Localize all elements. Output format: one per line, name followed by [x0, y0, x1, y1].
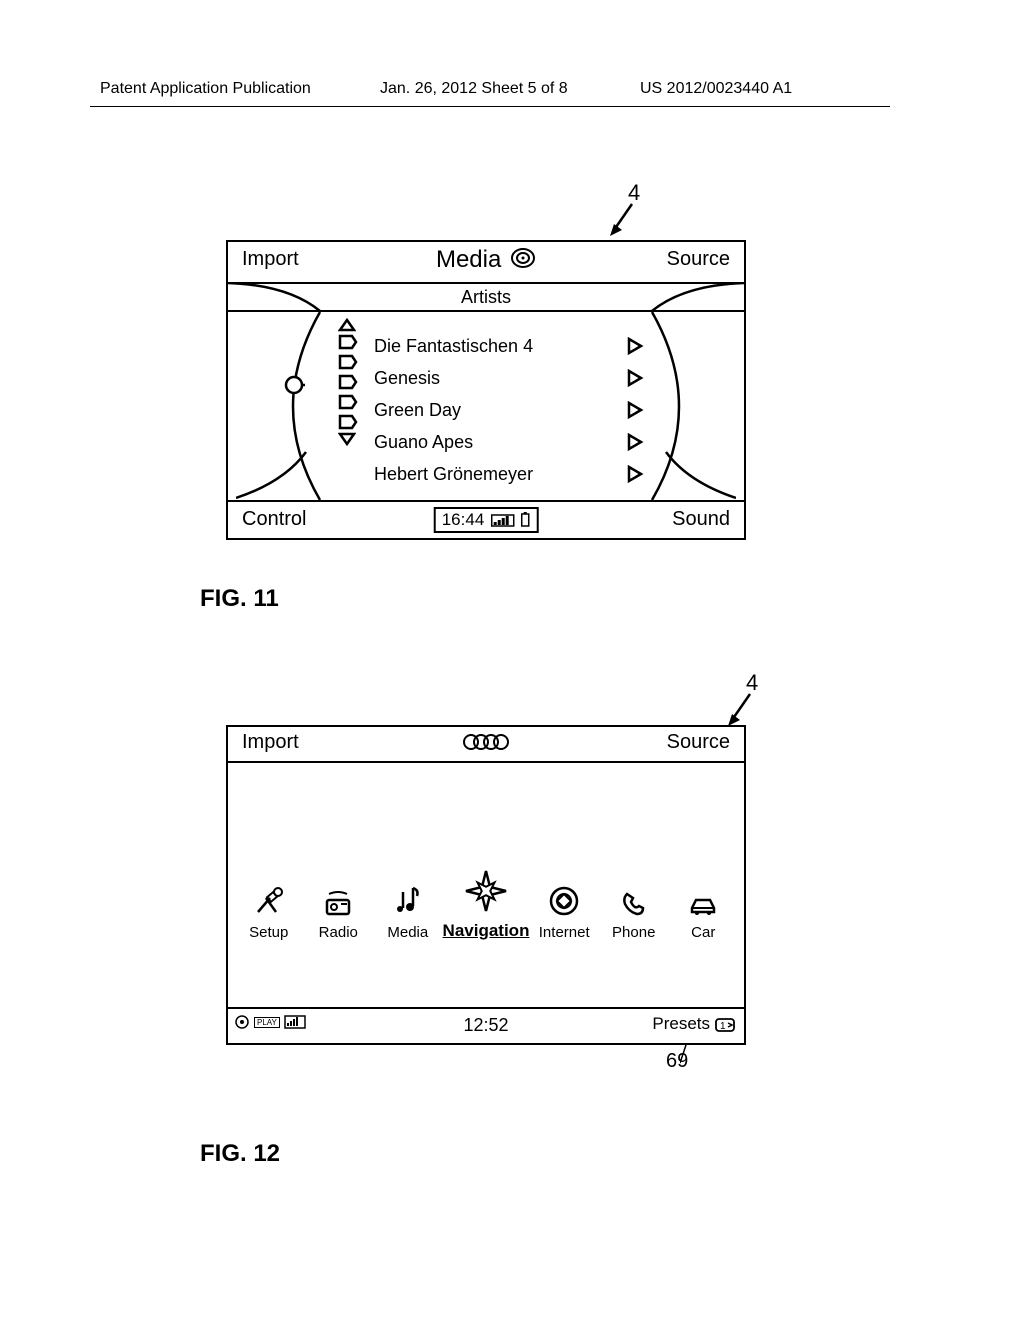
tag-icon: [336, 392, 358, 412]
signal-icon: [284, 1014, 306, 1030]
disc-icon: [510, 247, 536, 275]
play-icon: [626, 433, 644, 451]
menu-label: Setup: [249, 924, 288, 941]
disc-small-icon: [234, 1014, 250, 1030]
header-left: Patent Application Publication: [100, 80, 311, 98]
menu-label: Internet: [539, 924, 590, 941]
figure-12-label: FIG. 12: [200, 1140, 280, 1168]
arrow-icon: [728, 690, 758, 730]
menu-label: Radio: [319, 924, 358, 941]
figure-12-screen: Import Source Se: [226, 725, 746, 1045]
control-button[interactable]: Control: [242, 508, 306, 531]
status-icons: PLAY: [234, 1014, 306, 1030]
artist-row[interactable]: Die Fantastischen 4: [374, 330, 533, 362]
phone-icon: [619, 872, 649, 918]
audi-logo-icon: [461, 732, 511, 757]
presets-label: Presets: [652, 1014, 710, 1034]
fig11-top-bar: Import Media Source: [228, 242, 744, 284]
arc-right-icon: [646, 312, 736, 502]
source-button[interactable]: Source: [667, 248, 730, 271]
artist-list: Die Fantastischen 4 Genesis Green Day Gu…: [374, 330, 533, 490]
menu-internet[interactable]: Internet: [529, 872, 599, 941]
play-icon: [626, 337, 644, 355]
artist-row[interactable]: Guano Apes: [374, 426, 533, 458]
menu-media[interactable]: Media: [373, 872, 443, 941]
fig11-bottom-bar: Control 16:44 Sound: [228, 502, 744, 540]
signal-icon: [490, 512, 514, 528]
artist-row[interactable]: Hebert Grönemeyer: [374, 458, 533, 490]
artist-name: Green Day: [374, 400, 461, 421]
sound-button[interactable]: Sound: [672, 508, 730, 531]
annotation-69: 69: [666, 1050, 688, 1073]
arc-left-icon: [236, 312, 326, 502]
fig12-bottom-bar: PLAY 12:52 Presets 1: [228, 1009, 744, 1045]
artists-label: Artists: [461, 287, 511, 307]
fig12-main-area: Setup Radio: [228, 763, 744, 1009]
scroll-up-icon[interactable]: [338, 318, 356, 332]
menu-radio[interactable]: Radio: [304, 872, 374, 941]
menu-label: Navigation: [443, 921, 530, 941]
tag-icon: [336, 412, 358, 432]
artist-row[interactable]: Green Day: [374, 394, 533, 426]
play-button[interactable]: [626, 426, 644, 458]
import-button[interactable]: Import: [242, 731, 299, 754]
time-display: 16:44: [434, 507, 539, 533]
menu-row: Setup Radio: [234, 869, 738, 941]
header-right: US 2012/0023440 A1: [640, 80, 792, 98]
media-title-text: Media: [436, 246, 501, 273]
menu-car[interactable]: Car: [668, 872, 738, 941]
menu-navigation[interactable]: Navigation: [443, 869, 530, 941]
artist-row[interactable]: Genesis: [374, 362, 533, 394]
globe-icon: [547, 872, 581, 918]
play-icon: [626, 465, 644, 483]
tag-icon: [336, 332, 358, 352]
tag-icon: [336, 352, 358, 372]
play-column: [626, 330, 644, 490]
time-text: 16:44: [442, 510, 485, 530]
figure-11-label: FIG. 11: [200, 585, 279, 613]
fig11-sub-bar: Artists: [228, 284, 744, 312]
tools-icon: [252, 872, 286, 918]
scroll-down-icon[interactable]: [338, 432, 356, 446]
car-icon: [686, 872, 720, 918]
compass-rose-icon: [462, 869, 510, 915]
music-note-icon: [391, 872, 425, 918]
menu-label: Phone: [612, 924, 655, 941]
menu-label: Media: [387, 924, 428, 941]
presets-icon: 1: [714, 1015, 736, 1033]
play-button[interactable]: [626, 362, 644, 394]
play-button[interactable]: [626, 458, 644, 490]
menu-label: Car: [691, 924, 715, 941]
figure-11-screen: Import Media Source Artists: [226, 240, 746, 540]
header-rule: [90, 106, 890, 107]
play-button[interactable]: [626, 394, 644, 426]
menu-setup[interactable]: Setup: [234, 872, 304, 941]
menu-phone[interactable]: Phone: [599, 872, 669, 941]
fig11-list-area: Die Fantastischen 4 Genesis Green Day Gu…: [228, 312, 744, 502]
artist-name: Hebert Grönemeyer: [374, 464, 533, 485]
page-header: Patent Application Publication Jan. 26, …: [0, 80, 1024, 110]
play-button[interactable]: [626, 330, 644, 362]
battery-icon: [520, 512, 530, 528]
arc-top-right-icon: [649, 283, 744, 313]
play-icon: [626, 401, 644, 419]
scroll-column[interactable]: [336, 318, 358, 446]
header-center: Jan. 26, 2012 Sheet 5 of 8: [380, 80, 568, 98]
fig12-top-bar: Import Source: [228, 727, 744, 763]
arrow-icon: [610, 200, 640, 240]
play-badge: PLAY: [254, 1017, 280, 1028]
arc-top-left-icon: [228, 283, 323, 313]
artist-name: Genesis: [374, 368, 440, 389]
presets-button[interactable]: Presets 1: [652, 1014, 736, 1034]
artist-name: Die Fantastischen 4: [374, 336, 533, 357]
tag-icon: [336, 372, 358, 392]
source-button[interactable]: Source: [667, 731, 730, 754]
slider-knob-icon[interactable]: [283, 374, 305, 396]
time-display: 12:52: [463, 1015, 508, 1036]
radio-icon: [321, 872, 355, 918]
play-icon: [626, 369, 644, 387]
artist-name: Guano Apes: [374, 432, 473, 453]
svg-text:1: 1: [720, 1021, 726, 1032]
